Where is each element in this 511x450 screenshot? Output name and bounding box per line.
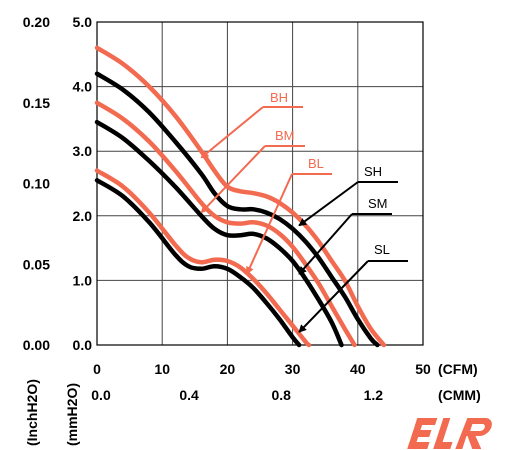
x-tick-cfm: 20 [220,361,236,377]
callout-arrow-bh [200,106,264,159]
callout-label-sm: SM [368,196,388,211]
y-tick-inch: 0.00 [23,337,50,353]
series-line-bm [94,100,357,348]
series-line-bl [94,168,312,348]
x-tick-cfm: 10 [154,361,170,377]
series-line-sm [94,119,344,348]
callout-arrow-sh [298,181,359,227]
callout-arrow-bm [200,145,266,214]
y-tick-mm: 0.0 [73,337,93,353]
series-line-sl [94,178,302,348]
callout-label-bm: BM [275,128,295,143]
plot-frame [96,21,424,346]
series-lines [94,45,387,348]
series-line-bh [94,45,387,348]
y-tick-mm: 4.0 [73,79,93,95]
series-line-sh [94,71,380,348]
callout-label-sl: SL [374,242,390,257]
callout-arrow-bl [246,173,293,275]
callout-label-bh: BH [270,90,288,105]
callout-arrow-sl [298,260,369,333]
y-tick-inch: 0.20 [23,14,50,30]
x-tick-cfm: 50 [415,361,431,377]
y-tick-inch: 0.10 [23,176,50,192]
x-tick-cmm: 0.0 [91,387,111,403]
y-tick-mm: 2.0 [73,208,93,224]
y-tick-mm: 1.0 [73,272,93,288]
callout-label-sh: SH [364,164,382,179]
y-tick-inch: 0.15 [23,95,50,111]
x-tick-cfm: 0 [93,361,101,377]
y-unit-secondary: (mmH2O) [64,383,80,446]
tick-labels: 0 10 20 30 40 50 0.0 0.4 0.8 1.2 0.0 1.0 2.0 3.0 4.0 5.… [23,14,431,403]
x-tick-cmm: 0.4 [179,387,199,403]
callout-label-bl: BL [308,156,324,171]
callout-arrow-sm [298,213,353,275]
y-tick-mm: 5.0 [73,14,93,30]
x-unit-primary: (CFM) [438,361,478,377]
y-tick-mm: 3.0 [73,143,93,159]
y-unit-primary: (InchH2O) [24,379,40,446]
y-tick-inch: 0.05 [23,256,50,272]
x-tick-cfm: 40 [350,361,366,377]
elr-logo [407,418,492,449]
x-tick-cfm: 30 [285,361,301,377]
x-tick-cmm: 1.2 [364,387,384,403]
x-unit-secondary: (CMM) [438,387,481,403]
x-tick-cmm: 0.8 [271,387,291,403]
callouts: BH BM BL SH SM SL [200,90,408,333]
